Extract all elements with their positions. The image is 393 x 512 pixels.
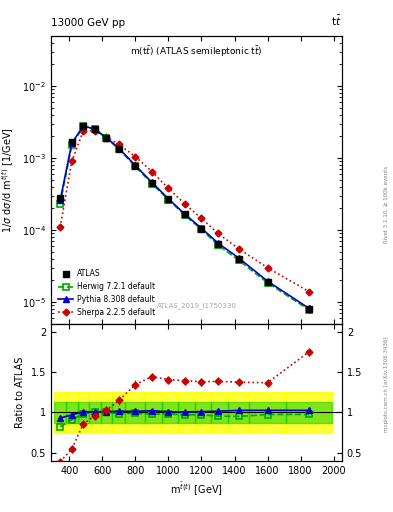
Sherpa 2.2.5 default	[81, 127, 86, 134]
Herwig 7.2.1 default	[70, 142, 74, 148]
Text: t$\bar{t}$: t$\bar{t}$	[331, 14, 342, 28]
Herwig 7.2.1 default	[92, 126, 97, 133]
Pythia 8.308 default	[133, 162, 138, 168]
Sherpa 2.2.5 default	[199, 216, 204, 222]
Herwig 7.2.1 default	[265, 280, 270, 286]
Sherpa 2.2.5 default	[265, 265, 270, 271]
Sherpa 2.2.5 default	[166, 185, 171, 191]
Sherpa 2.2.5 default	[104, 134, 109, 140]
Pythia 8.308 default	[70, 140, 74, 146]
Pythia 8.308 default	[58, 197, 62, 203]
Text: ATLAS_2019_I1750330: ATLAS_2019_I1750330	[156, 303, 237, 309]
Herwig 7.2.1 default	[183, 212, 187, 219]
Herwig 7.2.1 default	[216, 242, 220, 248]
Pythia 8.308 default	[199, 225, 204, 231]
Pythia 8.308 default	[236, 255, 241, 261]
Herwig 7.2.1 default	[104, 135, 109, 141]
Sherpa 2.2.5 default	[149, 168, 154, 175]
Sherpa 2.2.5 default	[307, 288, 311, 294]
Line: Sherpa 2.2.5 default: Sherpa 2.2.5 default	[58, 129, 311, 294]
Herwig 7.2.1 default	[58, 201, 62, 207]
Pythia 8.308 default	[92, 126, 97, 132]
Herwig 7.2.1 default	[149, 181, 154, 187]
Sherpa 2.2.5 default	[92, 127, 97, 134]
Sherpa 2.2.5 default	[70, 158, 74, 164]
Pythia 8.308 default	[216, 240, 220, 246]
Herwig 7.2.1 default	[307, 307, 311, 313]
Pythia 8.308 default	[265, 278, 270, 284]
Sherpa 2.2.5 default	[116, 141, 121, 147]
Herwig 7.2.1 default	[236, 257, 241, 263]
X-axis label: m$^{\bar{t}(t)}$ [GeV]: m$^{\bar{t}(t)}$ [GeV]	[170, 481, 223, 498]
Line: Pythia 8.308 default: Pythia 8.308 default	[57, 123, 312, 311]
Sherpa 2.2.5 default	[183, 201, 187, 207]
Y-axis label: 1/$\sigma$ d$\sigma$/d m$^{\bar{t}(t)}$ [1/GeV]: 1/$\sigma$ d$\sigma$/d m$^{\bar{t}(t)}$ …	[0, 127, 17, 233]
Pythia 8.308 default	[149, 179, 154, 185]
Herwig 7.2.1 default	[133, 163, 138, 169]
Herwig 7.2.1 default	[166, 197, 171, 203]
Herwig 7.2.1 default	[81, 123, 86, 130]
Sherpa 2.2.5 default	[216, 230, 220, 237]
Herwig 7.2.1 default	[199, 226, 204, 232]
Sherpa 2.2.5 default	[133, 154, 138, 160]
Sherpa 2.2.5 default	[236, 246, 241, 252]
Pythia 8.308 default	[307, 305, 311, 311]
Line: Herwig 7.2.1 default: Herwig 7.2.1 default	[57, 124, 312, 313]
Pythia 8.308 default	[116, 145, 121, 152]
Text: mcplots.cern.ch [arXiv:1306.3436]: mcplots.cern.ch [arXiv:1306.3436]	[384, 336, 389, 432]
Legend: ATLAS, Herwig 7.2.1 default, Pythia 8.308 default, Sherpa 2.2.5 default: ATLAS, Herwig 7.2.1 default, Pythia 8.30…	[55, 266, 158, 320]
Text: Rivet 3.1.10, ≥ 100k events: Rivet 3.1.10, ≥ 100k events	[384, 166, 389, 243]
Pythia 8.308 default	[183, 211, 187, 217]
Text: m(t$\bar{t}$) (ATLAS semileptonic t$\bar{t}$): m(t$\bar{t}$) (ATLAS semileptonic t$\bar…	[130, 45, 263, 59]
Text: 13000 GeV pp: 13000 GeV pp	[51, 18, 125, 28]
Pythia 8.308 default	[81, 123, 86, 129]
Pythia 8.308 default	[104, 135, 109, 141]
Pythia 8.308 default	[166, 196, 171, 202]
Y-axis label: Ratio to ATLAS: Ratio to ATLAS	[15, 356, 25, 428]
Sherpa 2.2.5 default	[58, 224, 62, 230]
Herwig 7.2.1 default	[116, 146, 121, 152]
